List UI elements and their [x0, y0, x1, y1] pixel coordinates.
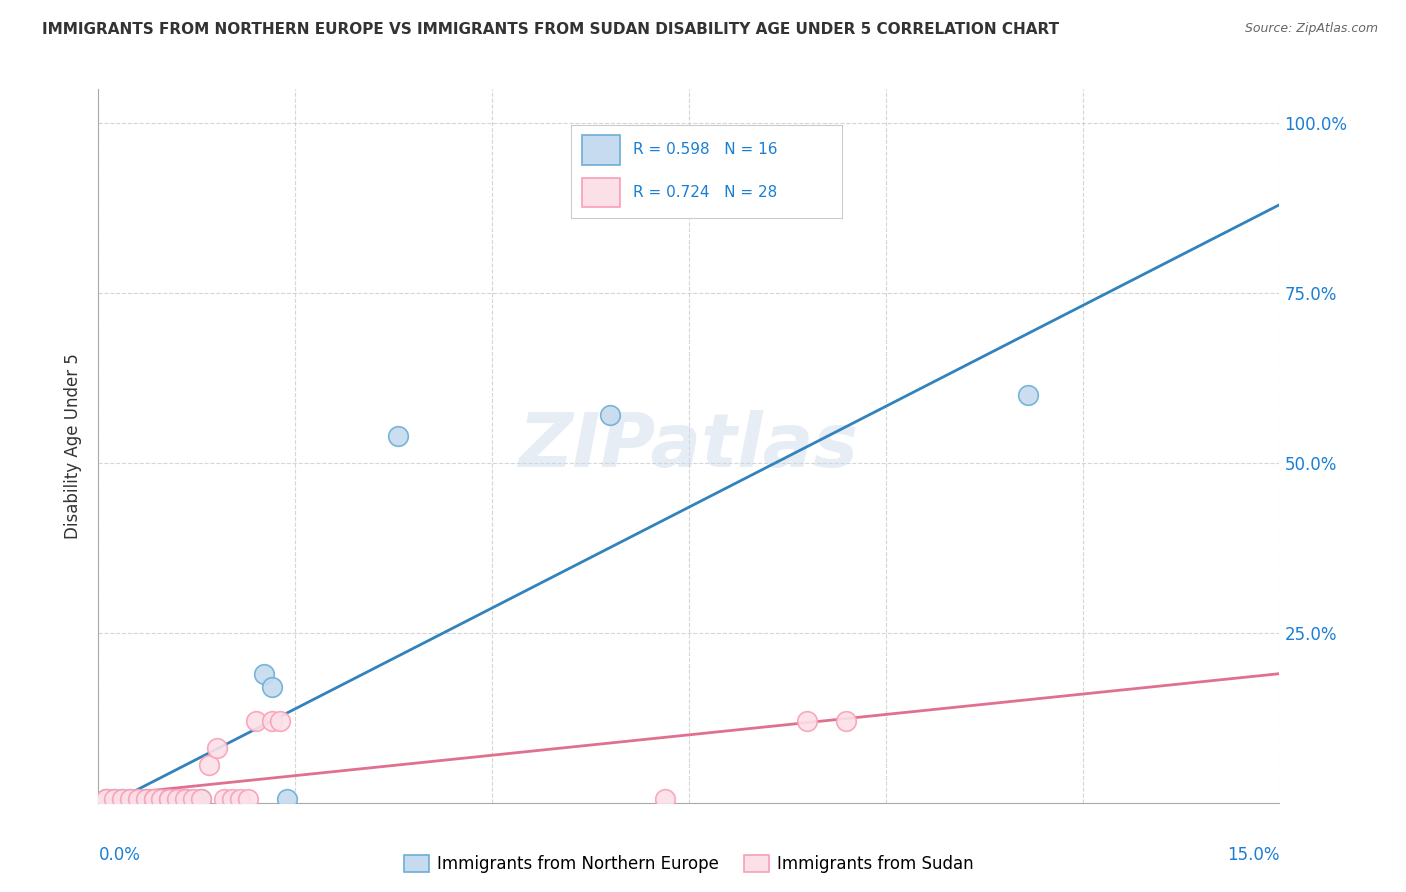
Point: [135, 792, 157, 806]
Point: [236, 792, 259, 806]
Point: [174, 792, 197, 806]
Point: [96, 792, 118, 806]
Point: [245, 714, 267, 729]
Text: ZIPatlas: ZIPatlas: [519, 409, 859, 483]
Point: [127, 792, 149, 806]
Point: [96, 792, 118, 806]
Point: [599, 409, 621, 423]
Point: [221, 792, 243, 806]
Text: 0.0%: 0.0%: [98, 846, 141, 863]
Point: [111, 792, 134, 806]
Point: [174, 792, 197, 806]
Point: [796, 714, 818, 729]
Text: 15.0%: 15.0%: [1227, 846, 1279, 863]
Point: [260, 714, 283, 729]
Point: [214, 792, 236, 806]
Point: [150, 792, 173, 806]
Point: [181, 792, 204, 806]
Y-axis label: Disability Age Under 5: Disability Age Under 5: [65, 353, 83, 539]
Point: [157, 792, 180, 806]
Point: [111, 792, 134, 806]
Point: [1017, 388, 1039, 402]
Bar: [582, 178, 620, 208]
Text: IMMIGRANTS FROM NORTHERN EUROPE VS IMMIGRANTS FROM SUDAN DISABILITY AGE UNDER 5 : IMMIGRANTS FROM NORTHERN EUROPE VS IMMIG…: [42, 22, 1059, 37]
Point: [269, 714, 291, 729]
Point: [103, 792, 125, 806]
Point: [276, 792, 298, 806]
Point: [190, 792, 212, 806]
Point: [103, 792, 125, 806]
Point: [260, 680, 283, 694]
Point: [127, 792, 149, 806]
Text: R = 0.598   N = 16: R = 0.598 N = 16: [633, 143, 778, 157]
Point: [205, 741, 228, 756]
Point: [166, 792, 188, 806]
Point: [150, 792, 173, 806]
Point: [190, 792, 212, 806]
Point: [654, 792, 676, 806]
Legend: Immigrants from Northern Europe, Immigrants from Sudan: Immigrants from Northern Europe, Immigra…: [396, 848, 981, 880]
Point: [135, 792, 157, 806]
Point: [835, 714, 858, 729]
Point: [229, 792, 252, 806]
Text: R = 0.724   N = 28: R = 0.724 N = 28: [633, 186, 778, 200]
Point: [96, 792, 118, 806]
Point: [387, 429, 409, 443]
Point: [197, 758, 219, 772]
Point: [157, 792, 180, 806]
Point: [142, 792, 165, 806]
Text: Source: ZipAtlas.com: Source: ZipAtlas.com: [1244, 22, 1378, 36]
Point: [142, 792, 165, 806]
Point: [118, 792, 141, 806]
Point: [253, 666, 276, 681]
Point: [118, 792, 141, 806]
Bar: [582, 135, 620, 165]
Point: [157, 792, 180, 806]
